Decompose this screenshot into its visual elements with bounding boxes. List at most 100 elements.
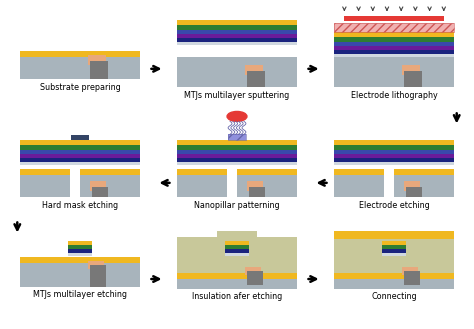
Bar <box>20 145 139 150</box>
Bar <box>335 145 454 150</box>
Text: Substrate preparing: Substrate preparing <box>39 83 120 92</box>
Bar <box>20 169 70 175</box>
Bar <box>237 169 297 175</box>
Bar <box>88 55 106 65</box>
Bar <box>335 279 454 289</box>
Bar <box>177 158 297 162</box>
Bar <box>71 135 89 140</box>
Bar <box>68 245 92 249</box>
Bar <box>177 38 297 42</box>
Bar <box>335 231 454 240</box>
Text: MTJs multilayer sputtering: MTJs multilayer sputtering <box>184 90 290 100</box>
Bar <box>335 273 454 279</box>
Bar <box>404 181 420 191</box>
Text: Insulation afer etching: Insulation afer etching <box>192 292 282 301</box>
Bar <box>20 51 139 79</box>
Bar <box>382 249 406 253</box>
Bar <box>404 271 420 285</box>
Bar <box>90 61 108 79</box>
Bar <box>177 238 297 289</box>
Bar <box>90 181 106 191</box>
Bar <box>335 46 454 50</box>
Bar <box>20 257 139 287</box>
Bar <box>80 169 139 175</box>
Bar <box>177 25 297 30</box>
Bar <box>335 154 454 158</box>
Bar <box>382 241 406 245</box>
Bar <box>228 134 246 140</box>
Bar <box>335 158 454 162</box>
Bar <box>68 253 92 256</box>
Bar <box>335 175 384 197</box>
Bar <box>20 257 139 263</box>
Bar <box>177 169 227 175</box>
Bar <box>335 23 454 32</box>
Text: Connecting: Connecting <box>371 292 417 301</box>
Bar <box>335 54 454 57</box>
Bar <box>177 279 297 289</box>
Bar <box>245 267 261 275</box>
Bar <box>177 150 297 154</box>
Bar <box>247 181 263 191</box>
Bar <box>247 71 265 87</box>
Bar <box>228 134 246 140</box>
Bar <box>382 245 406 249</box>
Bar <box>92 187 108 197</box>
Bar <box>345 16 444 21</box>
Bar <box>177 162 297 165</box>
Bar <box>177 154 297 158</box>
Bar <box>20 162 139 165</box>
Bar <box>225 249 249 253</box>
Bar <box>177 30 297 34</box>
Bar <box>402 267 418 275</box>
Bar <box>177 34 297 38</box>
Bar <box>20 158 139 162</box>
Bar <box>335 238 454 289</box>
Bar <box>249 187 265 197</box>
Bar <box>335 57 454 87</box>
Bar <box>177 145 297 150</box>
Bar <box>404 71 422 87</box>
Text: Electrode lithography: Electrode lithography <box>351 90 438 100</box>
Bar <box>335 140 454 145</box>
Bar <box>20 140 139 145</box>
Text: Hard mask etching: Hard mask etching <box>42 201 118 210</box>
Bar <box>335 32 454 37</box>
Bar <box>245 65 263 75</box>
Bar <box>394 175 454 197</box>
Bar <box>402 65 420 75</box>
Bar <box>68 241 92 245</box>
Bar <box>237 175 297 197</box>
Bar <box>335 150 454 154</box>
Bar <box>177 57 297 87</box>
Bar <box>335 37 454 42</box>
Bar <box>177 42 297 45</box>
Bar <box>394 169 454 175</box>
Bar <box>177 20 297 25</box>
Bar <box>177 175 227 197</box>
Bar <box>335 169 384 175</box>
Bar <box>225 253 249 256</box>
Bar <box>68 249 92 253</box>
Bar <box>177 273 297 279</box>
Bar <box>20 175 70 197</box>
Text: Electrode etching: Electrode etching <box>359 201 429 210</box>
Bar <box>20 51 139 57</box>
Text: MTJs multilayer etching: MTJs multilayer etching <box>33 290 127 299</box>
Bar <box>217 231 257 241</box>
Bar <box>177 140 297 145</box>
Bar <box>382 253 406 256</box>
Bar <box>335 162 454 165</box>
Bar <box>88 261 104 269</box>
Bar <box>20 154 139 158</box>
Bar <box>90 265 106 287</box>
Ellipse shape <box>227 112 247 121</box>
Bar <box>335 23 454 32</box>
Text: Nanopillar patterning: Nanopillar patterning <box>194 201 280 210</box>
Bar <box>225 241 249 245</box>
Bar <box>335 42 454 46</box>
Bar <box>80 175 139 197</box>
Bar <box>406 187 422 197</box>
Bar <box>20 150 139 154</box>
Bar <box>335 50 454 54</box>
